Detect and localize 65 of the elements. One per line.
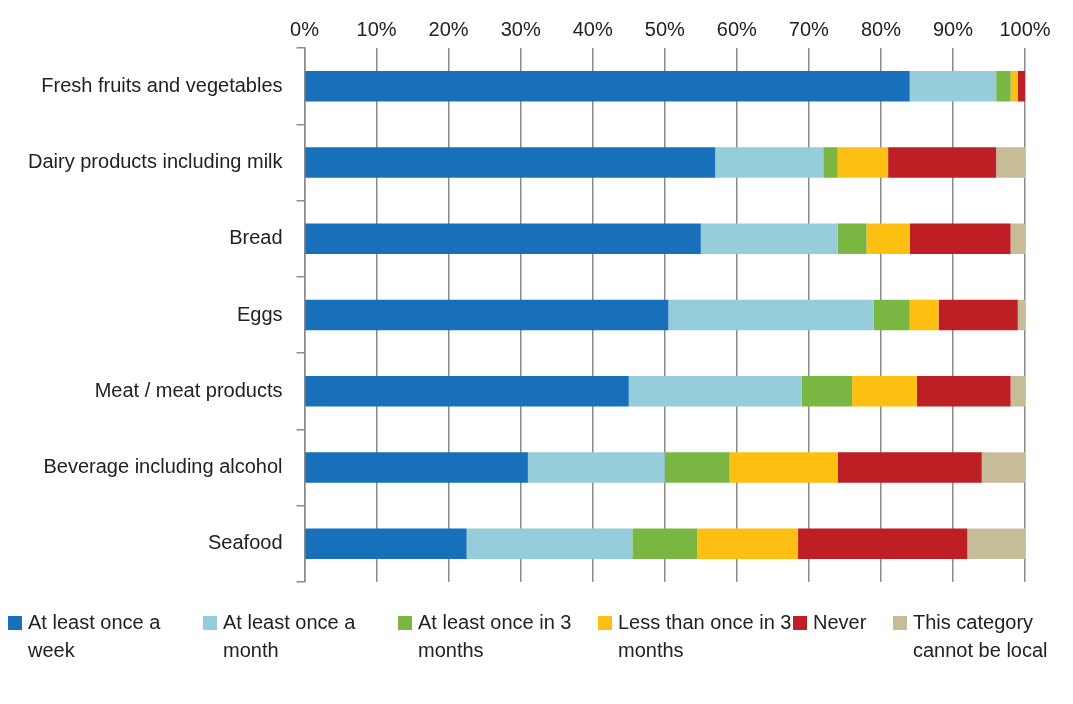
bar	[305, 376, 629, 407]
bar	[909, 299, 939, 331]
bar	[305, 70, 910, 102]
bar	[700, 223, 838, 254]
bar	[823, 147, 838, 178]
x-tick-label: 90%	[932, 17, 974, 40]
bar	[916, 376, 1011, 407]
bar	[996, 70, 1011, 102]
bar	[837, 452, 982, 483]
legend-label: At least once a week	[28, 610, 162, 663]
y-tick-label: Beverage including alcohol	[43, 455, 283, 478]
legend-label: Less than once in 3 months	[618, 610, 793, 663]
legend-label: At least once in 3 months	[418, 610, 573, 663]
bar	[466, 528, 633, 560]
bar	[305, 452, 528, 483]
legend-label: Never	[813, 610, 868, 635]
y-tick-label: Dairy products including milk	[27, 149, 284, 172]
bar	[632, 528, 698, 560]
y-tick-label: Bread	[229, 226, 283, 249]
x-tick-label: 20%	[428, 17, 469, 40]
x-tick-label: 0%	[290, 17, 320, 40]
bar	[981, 452, 1025, 483]
bar	[1010, 70, 1018, 102]
bar	[1017, 70, 1025, 102]
bar	[873, 299, 910, 331]
legend-label: This category cannot be local	[913, 610, 1049, 663]
bar	[729, 452, 838, 483]
bar	[938, 299, 1018, 331]
y-tick-label: Fresh fruits and vegetables	[41, 73, 283, 96]
bar	[996, 147, 1025, 178]
x-tick-label: 70%	[788, 17, 830, 40]
x-tick-label: 100%	[999, 17, 1051, 40]
x-tick-label: 80%	[860, 17, 902, 40]
bar	[305, 528, 467, 560]
bar	[852, 376, 917, 407]
bar	[697, 528, 799, 560]
bar	[837, 147, 889, 178]
y-tick-label: Seafood	[208, 531, 283, 554]
bar	[801, 376, 853, 407]
bar	[866, 223, 910, 254]
x-tick-label: 50%	[644, 17, 685, 40]
legend-label: At least once a month	[223, 610, 357, 663]
bar	[527, 452, 665, 483]
bar	[664, 452, 730, 483]
bar	[1010, 223, 1025, 254]
bar	[1017, 299, 1025, 331]
x-tick-label: 30%	[500, 17, 541, 40]
bar	[668, 299, 874, 331]
bar	[798, 528, 968, 560]
bar	[305, 299, 669, 331]
bar	[305, 223, 701, 254]
bar	[305, 147, 716, 178]
bar	[909, 70, 997, 102]
x-tick-label: 40%	[572, 17, 613, 40]
y-tick-label: Eggs	[236, 302, 283, 325]
bar	[967, 528, 1025, 560]
x-tick-label: 60%	[716, 17, 758, 40]
y-tick-label: Meat / meat products	[94, 378, 283, 401]
x-tick-label: 10%	[356, 17, 397, 40]
bar	[628, 376, 802, 407]
bar	[909, 223, 1011, 254]
bar	[715, 147, 824, 178]
bar	[888, 147, 997, 178]
bar	[837, 223, 867, 254]
bar	[1010, 376, 1025, 407]
